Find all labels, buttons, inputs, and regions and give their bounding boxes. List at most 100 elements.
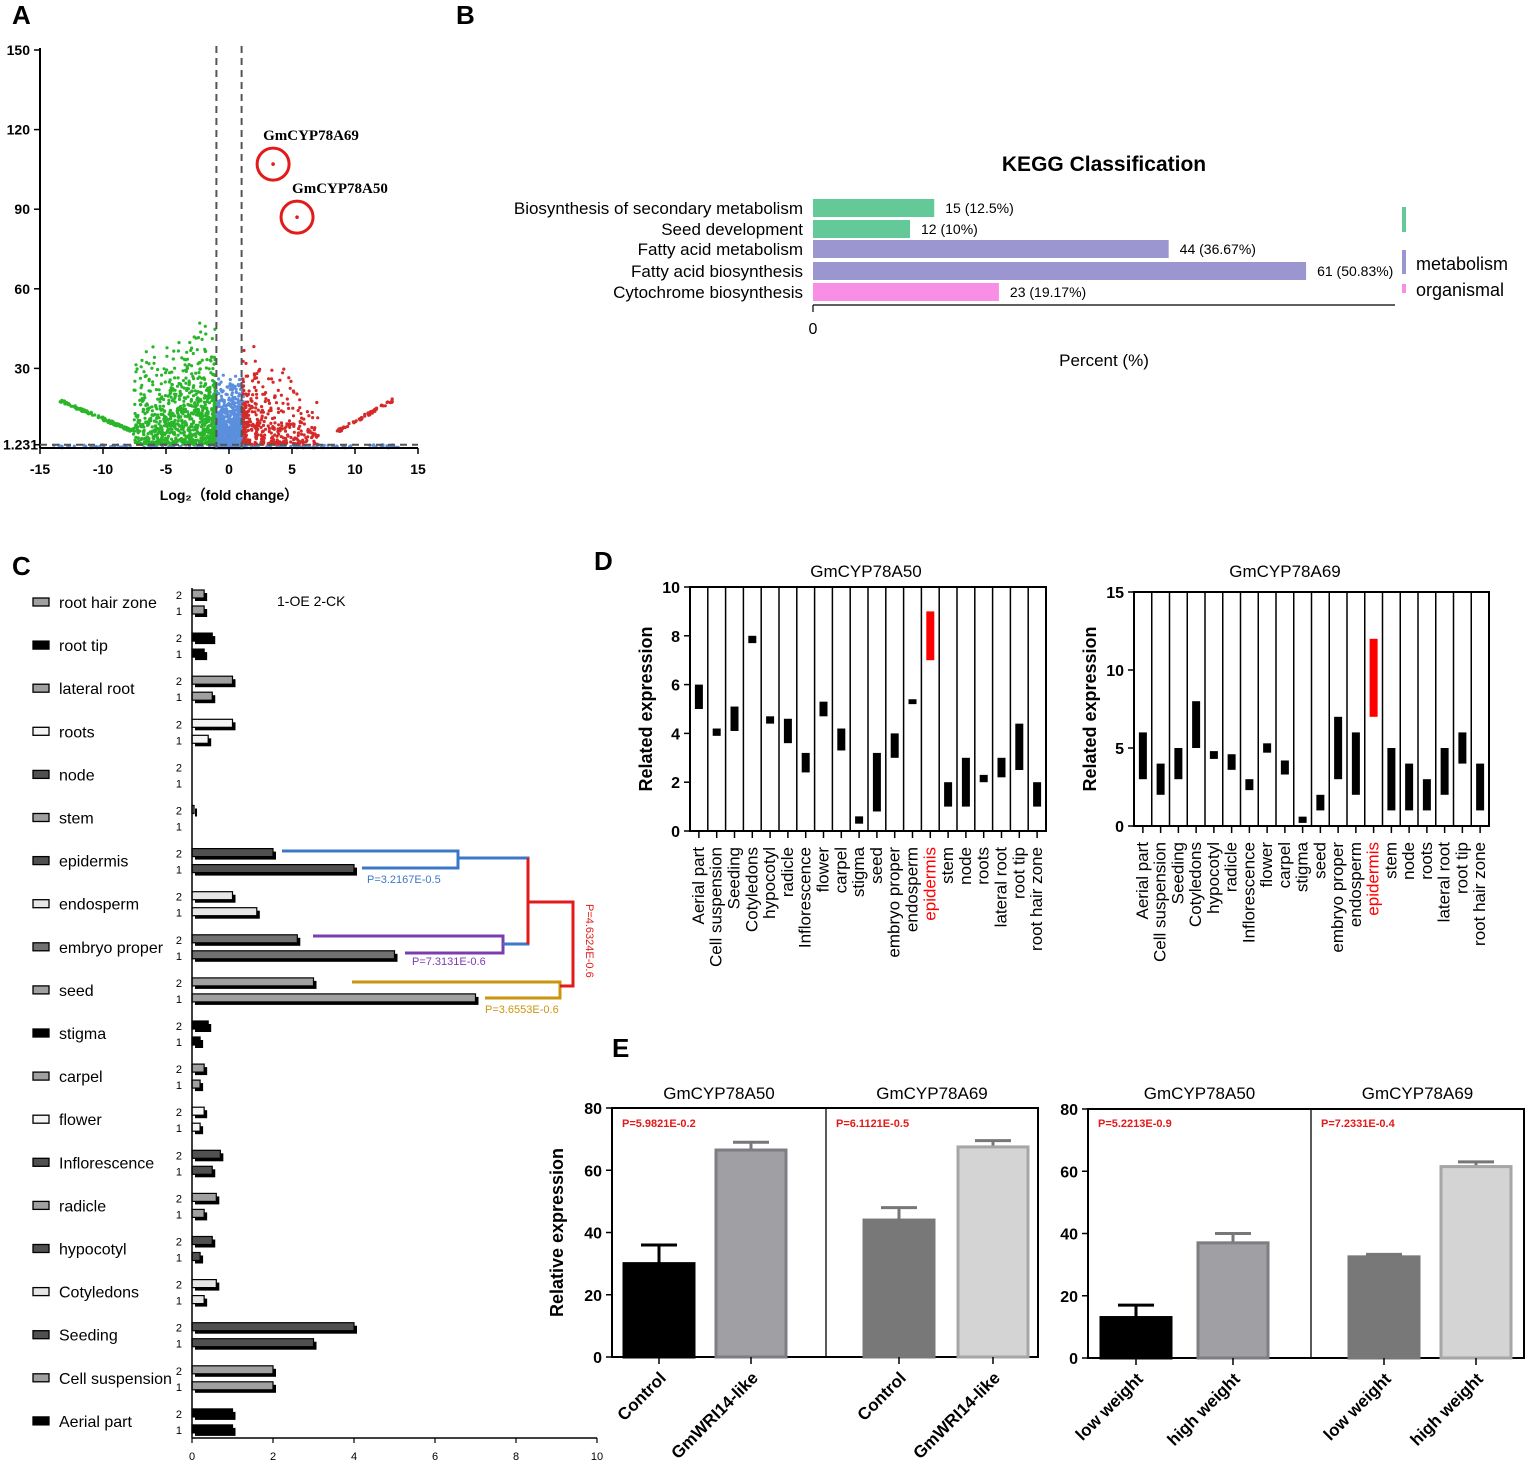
volcano-point [281, 401, 285, 405]
volcano-point [158, 397, 162, 401]
volcano-point [244, 400, 248, 404]
volcano-point [289, 379, 293, 383]
volcano-point [139, 422, 143, 427]
volcano-point [145, 441, 149, 445]
y-tick-label: 0 [671, 824, 680, 841]
p-value: P=7.2331E-0.4 [1321, 1118, 1396, 1130]
y-tick-label: 0 [1115, 819, 1124, 836]
range-bar [748, 635, 757, 644]
range-bar [1263, 743, 1272, 753]
volcano-point [221, 399, 226, 403]
y-tick-label: 6 [671, 678, 680, 695]
volcano-point [248, 407, 252, 411]
volcano-point [203, 406, 207, 410]
volcano-point [223, 411, 228, 415]
volcano-point [339, 427, 343, 431]
volcano-point [191, 421, 195, 425]
volcano-point [279, 421, 284, 425]
value-label: 12 (10%) [921, 221, 978, 237]
volcano-point [157, 442, 161, 446]
volcano-point [89, 410, 93, 414]
volcano-point [210, 337, 214, 341]
volcano-point [354, 419, 358, 423]
volcano-point [150, 366, 154, 370]
volcano-point [174, 437, 178, 441]
bracket-label: P=3.2167E-0.5 [367, 874, 441, 886]
volcano-point [186, 395, 190, 399]
volcano-point [260, 436, 264, 440]
bar-series-1 [191, 648, 205, 658]
range-bar [1316, 794, 1325, 811]
x-tick-label: seed [1310, 842, 1329, 879]
range-bar [1458, 732, 1467, 764]
y-tick-label: 150 [7, 42, 31, 58]
bar-series-1 [191, 1338, 315, 1348]
volcano-point [203, 403, 207, 407]
highlight-circle [279, 199, 315, 235]
x-tick-label: low weight [1072, 1369, 1147, 1444]
volcano-point [144, 350, 148, 354]
volcano-point [181, 369, 185, 373]
volcano-point [252, 345, 256, 349]
volcano-point [212, 384, 216, 388]
volcano-point [211, 394, 215, 398]
range-bar [1138, 732, 1147, 780]
y-tick-label: 60 [14, 281, 30, 297]
volcano-point [203, 393, 207, 398]
volcano-point [193, 401, 197, 405]
volcano-point [155, 373, 159, 377]
volcano-point [185, 365, 189, 369]
range-bar [1351, 732, 1360, 795]
volcano-point [197, 375, 201, 379]
volcano-point [139, 392, 143, 396]
volcano-point [296, 431, 300, 435]
volcano-point [152, 355, 157, 359]
volcano-point [270, 368, 274, 372]
series-label: 1 [176, 606, 182, 618]
x-tick-label: roots [974, 847, 993, 885]
volcano-point [176, 427, 180, 432]
legend-swatch [32, 769, 50, 780]
volcano-point [157, 388, 161, 392]
volcano-point [142, 370, 146, 374]
volcano-point [239, 425, 243, 429]
category-label: epidermis [59, 854, 128, 871]
y-tick-label: 120 [7, 122, 31, 138]
volcano-point [207, 435, 211, 439]
y-tick-label: 90 [14, 201, 30, 217]
legend-swatch [32, 899, 50, 909]
volcano-point [260, 405, 264, 409]
series-label: 1 [176, 1037, 182, 1049]
volcano-point [296, 408, 300, 413]
range-bar [1033, 782, 1042, 807]
volcano-point [256, 408, 260, 412]
volcano-point [250, 379, 255, 383]
volcano-point [247, 423, 251, 427]
volcano-point [181, 407, 185, 411]
volcano-point [203, 383, 207, 387]
volcano-point [222, 408, 227, 412]
volcano-point [313, 426, 317, 430]
group-title: GmCYP78A69 [876, 1084, 988, 1103]
volcano-point [184, 410, 188, 414]
range-bar [908, 699, 917, 705]
volcano-point [270, 416, 275, 421]
volcano-point [204, 366, 208, 370]
volcano-point [322, 443, 326, 447]
volcano-point [184, 376, 188, 380]
x-tick-label: low weight [1320, 1369, 1395, 1444]
volcano-point [264, 427, 268, 431]
x-tick-label: flower [814, 847, 833, 893]
volcano-point [195, 424, 199, 428]
x-tick-label: epidermis [1364, 842, 1383, 916]
volcano-point [163, 380, 167, 384]
volcano-point [154, 424, 158, 428]
volcano-point [269, 431, 273, 435]
volcano-point [58, 400, 62, 404]
volcano-point [192, 428, 196, 432]
volcano-point [198, 367, 202, 371]
volcano-point [254, 413, 258, 417]
volcano-point [131, 432, 136, 436]
bar [1439, 1165, 1513, 1360]
volcano-point [209, 355, 214, 359]
